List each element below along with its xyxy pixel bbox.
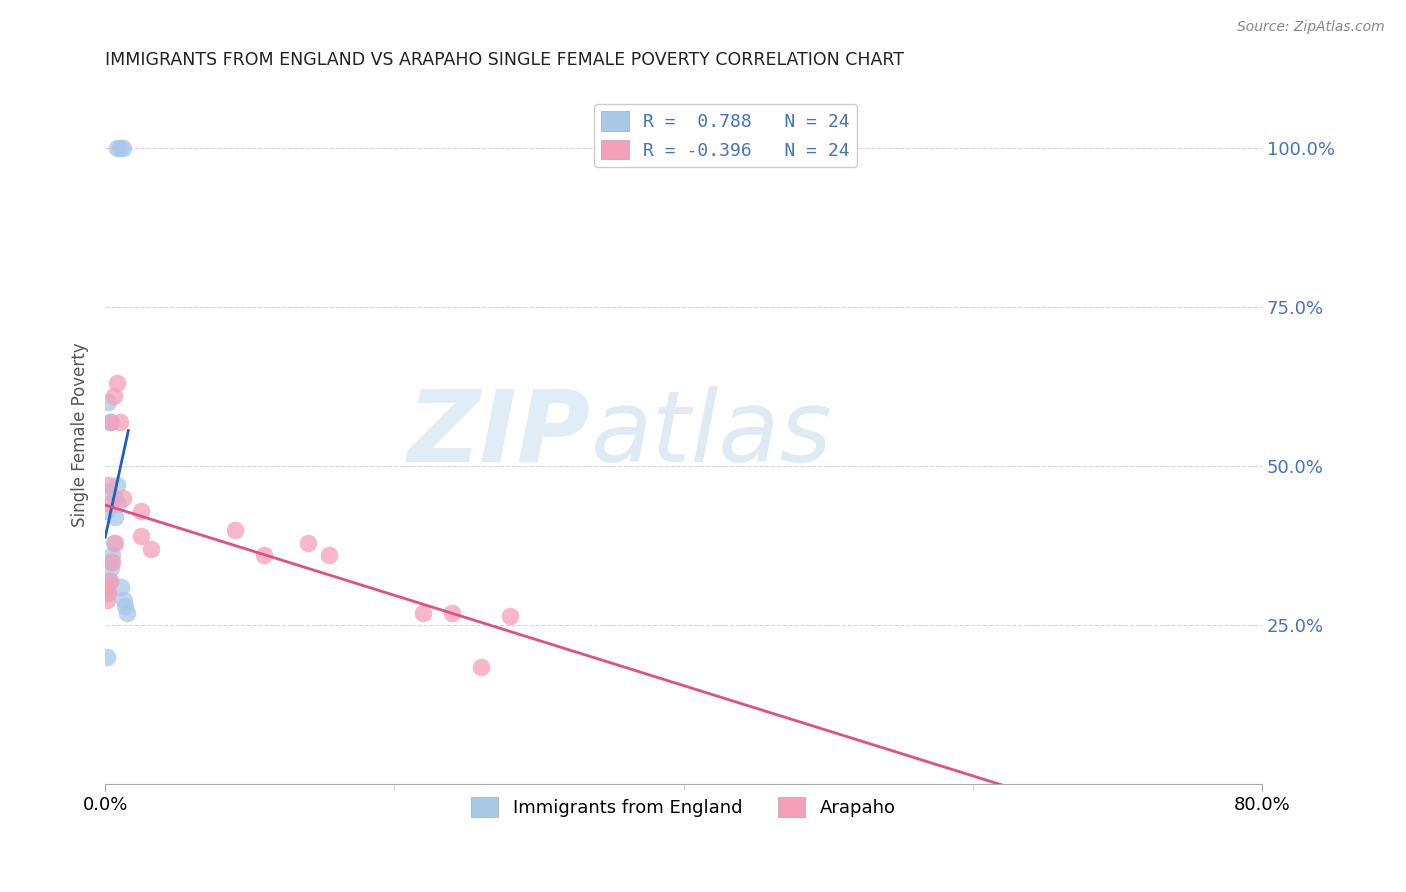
Point	[318, 548, 340, 562]
Point	[100, 561, 122, 575]
Legend: Immigrants from England, Arapaho: Immigrants from England, Arapaho	[464, 790, 903, 824]
Point	[499, 608, 522, 623]
Point	[96, 504, 118, 518]
Point	[97, 395, 120, 409]
Point	[107, 497, 129, 511]
Point	[105, 376, 128, 391]
Point	[104, 510, 127, 524]
Point	[96, 574, 118, 588]
Point	[224, 523, 246, 537]
Point	[114, 599, 136, 614]
Text: IMMIGRANTS FROM ENGLAND VS ARAPAHO SINGLE FEMALE POVERTY CORRELATION CHART: IMMIGRANTS FROM ENGLAND VS ARAPAHO SINGL…	[105, 51, 904, 69]
Point	[111, 141, 134, 155]
Point	[108, 141, 131, 155]
Point	[112, 592, 135, 607]
Point	[131, 529, 153, 543]
Y-axis label: Single Female Poverty: Single Female Poverty	[72, 342, 89, 526]
Text: Source: ZipAtlas.com: Source: ZipAtlas.com	[1237, 20, 1385, 34]
Point	[98, 415, 121, 429]
Text: atlas: atlas	[591, 385, 832, 483]
Point	[101, 548, 124, 562]
Point	[96, 580, 118, 594]
Point	[141, 541, 163, 556]
Point	[96, 580, 118, 594]
Point	[101, 555, 124, 569]
Point	[96, 592, 118, 607]
Point	[115, 606, 138, 620]
Point	[104, 535, 127, 549]
Point	[131, 504, 153, 518]
Point	[97, 586, 120, 600]
Point	[97, 586, 120, 600]
Point	[98, 574, 121, 588]
Point	[470, 659, 492, 673]
Point	[105, 141, 128, 155]
Point	[110, 580, 132, 594]
Point	[111, 491, 134, 505]
Point	[297, 535, 319, 549]
Point	[108, 415, 131, 429]
Point	[253, 548, 276, 562]
Point	[98, 574, 121, 588]
Point	[103, 535, 125, 549]
Point	[441, 606, 464, 620]
Point	[105, 478, 128, 492]
Point	[97, 478, 120, 492]
Point	[412, 606, 434, 620]
Text: ZIP: ZIP	[408, 385, 591, 483]
Point	[104, 491, 127, 505]
Point	[100, 555, 122, 569]
Point	[96, 650, 118, 665]
Point	[98, 497, 121, 511]
Point	[100, 415, 122, 429]
Point	[96, 484, 118, 499]
Point	[103, 389, 125, 403]
